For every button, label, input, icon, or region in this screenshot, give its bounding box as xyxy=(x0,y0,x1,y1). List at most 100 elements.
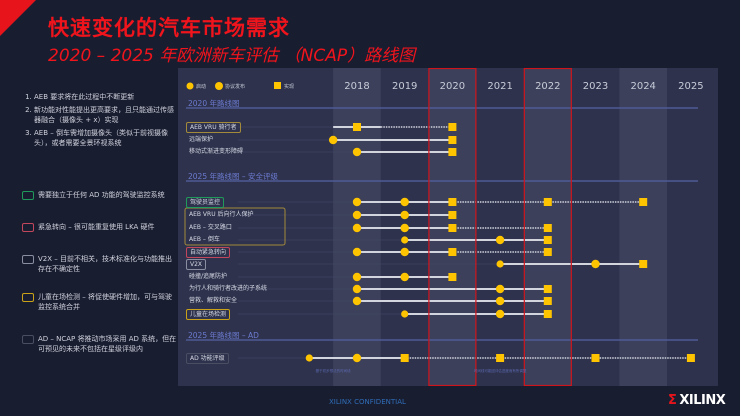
protocol-marker xyxy=(591,259,600,269)
legend-swatch-icon xyxy=(22,293,34,302)
implement-marker xyxy=(639,260,648,268)
implement-marker xyxy=(353,123,361,131)
year-column-2025 xyxy=(667,68,715,386)
note-item: AEB – 倒车需增加摄像头（类似于前视摄像头），或者需要全景环视系统 xyxy=(34,128,174,148)
protocol-marker xyxy=(352,247,362,257)
implement-marker xyxy=(448,224,457,232)
implement-marker xyxy=(686,354,695,362)
row-label: 碰撞/追尾防护 xyxy=(189,273,228,280)
protocol-marker xyxy=(328,135,338,145)
section-title: 2020 年路线图 xyxy=(188,99,240,108)
protocol-marker xyxy=(352,296,362,306)
protocol-marker xyxy=(495,284,505,294)
implement-marker xyxy=(448,248,457,256)
corner-accent xyxy=(0,0,36,36)
note-item: AEB 要求将在此过程中不断更新 xyxy=(34,92,174,102)
legend-text: AD – NCAP 将推动市场采用 AD 系统，但在可预见的未来不包括在星级评级… xyxy=(38,335,177,353)
roadmap-chart: 2018 2019 2020 2021 2022 2023 2024 2025 启动 协议发布 实现… xyxy=(178,68,718,386)
year-column-2023 xyxy=(571,68,620,386)
implement-marker xyxy=(400,354,409,362)
protocol-marker xyxy=(400,223,409,233)
page-subtitle: 2020 – 2025 年欧洲新车评估 （NCAP）路线图 xyxy=(48,46,416,66)
section-title: 2025 年路线图 – AD xyxy=(188,331,259,340)
legend-text: 儿童在场检测 – 将促使硬件增加，可与驾驶监控系统合并 xyxy=(38,293,172,311)
legend-item: V2X – 目前不相关，技术标准化与功能推出存在不确定性 xyxy=(22,254,177,274)
row-label: V2X xyxy=(186,259,207,270)
page-title: 快速变化的汽车市场需求 xyxy=(48,16,290,40)
start-marker xyxy=(401,310,409,318)
protocol-marker-icon xyxy=(215,82,223,90)
implement-marker xyxy=(543,297,552,305)
legend-swatch-icon xyxy=(22,191,34,200)
row-label: 自动紧急转向 xyxy=(186,247,231,258)
start-marker-icon xyxy=(186,82,194,90)
row-label: 驾驶员监控 xyxy=(186,197,225,208)
implement-marker xyxy=(448,148,457,156)
implement-marker xyxy=(448,123,457,131)
implement-marker-icon xyxy=(274,82,281,89)
xilinx-logo-icon: Σ xyxy=(668,393,677,408)
year-column-2024 xyxy=(619,68,668,386)
implement-marker xyxy=(448,198,457,206)
protocol-marker xyxy=(352,272,362,282)
implement-marker xyxy=(543,236,552,244)
xilinx-logo: Σ XILINX xyxy=(668,393,726,408)
legend-implement-label: 实现 xyxy=(284,83,294,90)
annotation-text: 时间线可能因评估进度而有所调整 xyxy=(474,368,527,373)
year-label-2019: 2019 xyxy=(392,81,417,92)
protocol-marker xyxy=(352,147,362,157)
year-label-2024: 2024 xyxy=(630,81,655,92)
implement-marker xyxy=(639,198,648,206)
notes-list: AEB 要求将在此过程中不断更新 新功能对性能提出更高要求，且只能通过传感器融合… xyxy=(22,92,174,151)
protocol-marker xyxy=(495,309,505,319)
legend-item: 紧急转向 – 很可能重复使用 LKA 硬件 xyxy=(22,222,177,232)
row-label: 远端保护 xyxy=(189,136,214,143)
implement-marker xyxy=(543,224,552,232)
implement-marker xyxy=(543,198,552,206)
legend-item: 需要独立于任何 AD 功能的驾驶监控系统 xyxy=(22,190,177,200)
roadmap-svg: 2018 2019 2020 2021 2022 2023 2024 2025 启动 协议发布 实现… xyxy=(184,68,715,386)
protocol-marker xyxy=(400,247,409,257)
legend-swatch-icon xyxy=(22,335,34,344)
start-marker xyxy=(401,236,409,244)
legend-item: AD – NCAP 将推动市场采用 AD 系统，但在可预见的未来不包括在星级评级… xyxy=(22,334,177,354)
year-label-2023: 2023 xyxy=(583,81,608,92)
row-label: AEB – 交叉路口 xyxy=(189,224,232,231)
highlight-box-2020 xyxy=(428,68,477,386)
footer-confidential: XILINX CONFIDENTIAL xyxy=(329,398,406,406)
protocol-marker xyxy=(400,210,409,220)
legend-item: 儿童在场检测 – 将促使硬件增加，可与驾驶监控系统合并 xyxy=(22,292,177,312)
protocol-marker xyxy=(352,197,362,207)
row-label: 营救、解救和安全 xyxy=(189,297,238,304)
row-label: 儿童在场检测 xyxy=(186,309,231,320)
legend-text: V2X – 目前不相关，技术标准化与功能推出存在不确定性 xyxy=(38,255,172,273)
implement-marker xyxy=(448,273,457,281)
implement-marker xyxy=(496,354,505,362)
protocol-marker xyxy=(400,197,409,207)
note-item: 新功能对性能提出更高要求，且只能通过传感器融合（摄像头 + x）实现 xyxy=(34,105,174,125)
implement-marker xyxy=(543,285,552,293)
year-label-2020: 2020 xyxy=(440,81,465,92)
row-label: AD 功能评级 xyxy=(186,353,229,364)
implement-marker xyxy=(543,248,552,256)
protocol-marker xyxy=(352,210,362,220)
protocol-marker xyxy=(495,296,505,306)
aeb-group-box xyxy=(184,207,286,246)
implement-marker xyxy=(591,354,600,362)
protocol-marker xyxy=(400,272,409,282)
year-label-2021: 2021 xyxy=(487,81,512,92)
protocol-marker xyxy=(352,284,362,294)
legend-text: 需要独立于任何 AD 功能的驾驶监控系统 xyxy=(38,191,165,199)
legend-swatch-icon xyxy=(22,223,34,232)
protocol-marker xyxy=(352,223,362,233)
implement-marker xyxy=(543,310,552,318)
row-label: 移动式渐进变形障碍 xyxy=(189,148,244,155)
start-marker xyxy=(305,354,313,362)
year-column-2021 xyxy=(476,68,524,386)
year-label-2022: 2022 xyxy=(535,81,560,92)
legend-text: 紧急转向 – 很可能重复使用 LKA 硬件 xyxy=(38,223,155,231)
row-label: AEB – 倒车 xyxy=(189,236,220,243)
row-label: 为行人和骑行者改进的子系统 xyxy=(189,285,268,292)
start-marker xyxy=(496,260,504,268)
row-label: AEB VRU 骑行者 xyxy=(186,122,241,133)
